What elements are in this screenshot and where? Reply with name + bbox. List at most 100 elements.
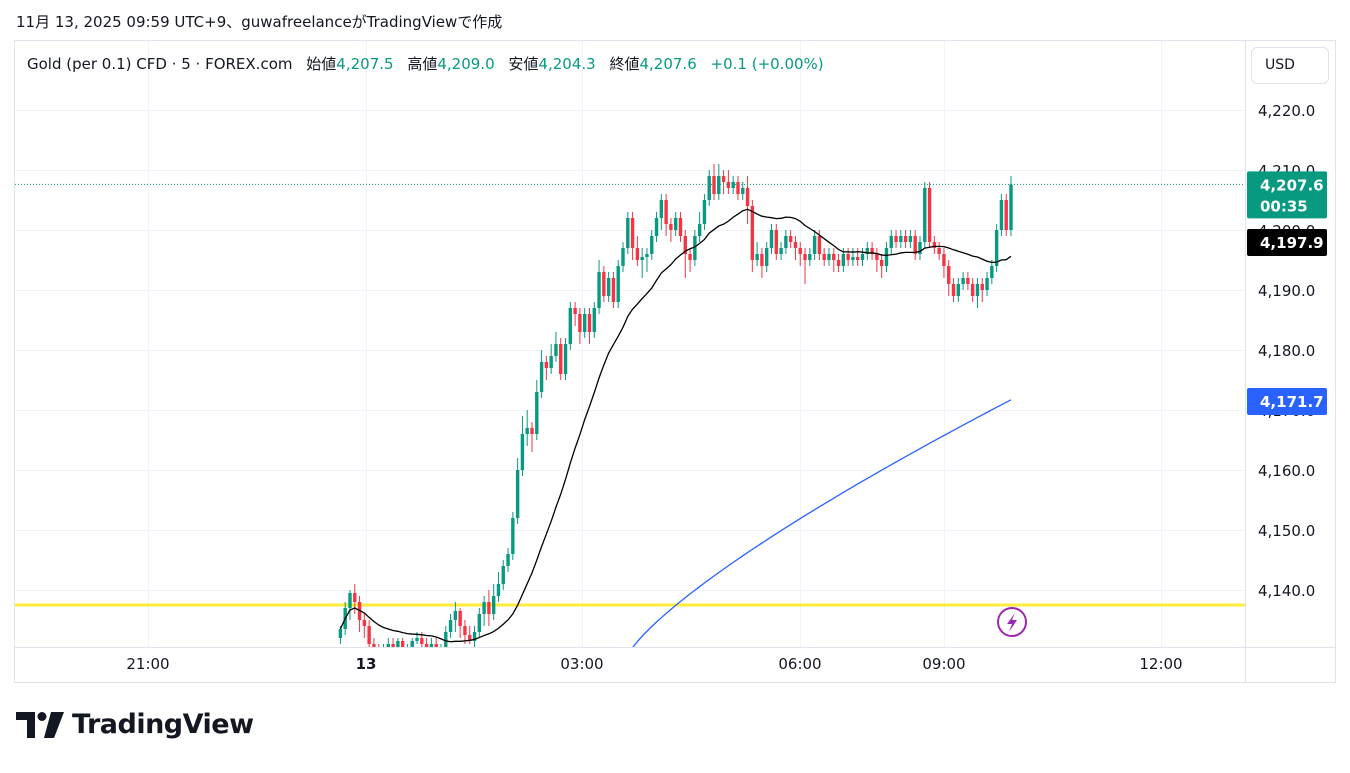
candle-body [511,518,515,554]
candle-body [559,344,563,374]
candle [966,272,970,290]
candle [386,638,390,647]
candle-body [808,254,812,260]
candle [501,560,505,590]
candle-body [980,284,984,290]
ma-short-badge-bg [1247,229,1327,256]
candle-body [803,254,807,260]
candle-body [879,260,884,266]
candle [348,590,352,620]
candle [985,272,989,296]
candle [721,170,726,194]
candle-body [434,644,438,647]
candle-body [400,641,405,647]
candle-body [870,248,874,254]
candle [674,212,678,236]
candle-body [424,644,429,647]
candle [697,212,702,242]
tradingview-logo-icon [16,711,64,738]
candle [947,260,951,296]
tradingview-logo-text: TradingView [72,709,254,740]
candle-body [827,254,831,260]
candle [578,308,582,344]
candle-body [788,236,793,242]
candle [827,248,831,266]
candle-body [477,614,482,632]
candle [592,302,596,338]
candle [597,260,601,314]
currency-button[interactable]: USD [1251,47,1329,84]
candle-body [999,200,1004,230]
candle-body [731,182,735,188]
candle [769,224,774,254]
candle [994,224,999,272]
candle-body [913,236,917,254]
candle [496,572,501,602]
candle [879,254,884,278]
tradingview-logo[interactable]: TradingView [16,709,254,740]
candle [640,248,644,278]
candle-body [784,236,788,248]
candle [539,350,544,398]
candle-body [487,602,491,614]
candle [784,230,788,254]
grid [15,41,1245,647]
price-tick-label: 4,220.0 [1258,102,1315,120]
candle [621,242,625,272]
candle [606,272,611,302]
candle [626,212,630,254]
candle-body [520,434,525,470]
candle-body [367,626,371,644]
candle-body [501,566,505,584]
close-label: 終値 [609,55,640,73]
candle [458,608,462,638]
candle [942,248,946,278]
lightning-icon[interactable] [997,607,1027,637]
candle-body [448,620,453,632]
candle-body [908,236,913,242]
candle [400,638,405,647]
candle [383,644,385,647]
candle [745,176,750,224]
candle [396,638,400,647]
candle [913,230,917,260]
candle-body [856,257,860,260]
candle [899,230,903,248]
candle-body [568,308,573,344]
chart-frame [14,40,1336,683]
candle [851,248,855,266]
chart-caption: 11月 13, 2025 09:59 UTC+9、guwafreelanceがT… [16,13,503,31]
candle [836,254,841,272]
candle [654,212,659,242]
candle [367,620,371,647]
symbol-name[interactable]: Gold (per 0.1) CFD · 5 · FOREX.com [27,55,293,73]
price-tick-label: 4,160.0 [1258,462,1315,480]
candle-body [990,266,994,278]
candle-body [630,218,635,248]
time-tick-label: 12:00 [1139,655,1182,673]
candle [491,584,496,620]
candle-body [970,284,975,296]
candle [616,260,620,308]
candle-body [626,218,630,248]
last-price-badge: 4,207.6 00:35 [1247,171,1327,219]
candle-body [793,242,798,248]
candle-body [453,611,458,620]
candles [338,164,1013,647]
candle-body [985,278,989,290]
candle [865,242,869,260]
last-price-badge-bg [1247,171,1327,219]
candle [1009,176,1013,236]
candle-body [654,218,659,236]
ma-long-line [632,399,1012,647]
candle-body [482,602,486,614]
candle-body [664,200,668,224]
candle [999,194,1004,236]
candle-body [851,257,855,260]
candle [554,332,558,362]
candle-body [741,188,745,194]
candle [812,230,817,260]
candle [717,164,721,200]
candle-body [688,254,692,260]
